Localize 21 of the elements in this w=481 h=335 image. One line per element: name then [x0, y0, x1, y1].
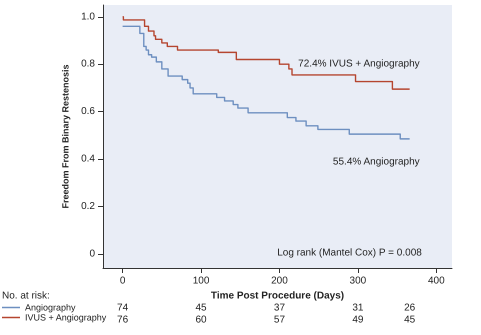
annotation: Log rank (Mantel Cox) P = 0.008 [277, 248, 422, 258]
y-tick-label: 0.8 [81, 58, 96, 70]
x-tick-label: 100 [192, 276, 210, 286]
annotation: 72.4% IVUS + Angiography [298, 58, 420, 70]
y-tick-label: 0.4 [81, 154, 96, 165]
text: No. at risk: [2, 290, 50, 302]
text: 74 45 37 31 26 [117, 302, 416, 314]
x-tick-label: 400 [428, 276, 446, 286]
y-tick-label: 0.6 [81, 106, 96, 118]
y-tick-label: 1.0 [81, 11, 96, 22]
legend-label: IVUS + Angiography [25, 312, 107, 322]
text: 76 60 57 49 45 [117, 314, 416, 326]
x-tick-label: 200 [271, 276, 288, 286]
legend-label: Angiography [25, 302, 76, 312]
x-axis-title: Time Post Procedure (Days) [210, 290, 344, 302]
x-tick-label: 0 [120, 276, 126, 286]
annotation: 55.4% Angiography [332, 156, 420, 168]
x-tick-label: 300 [350, 276, 367, 286]
y-axis-title: Freedom From Binary Restenosis [60, 64, 71, 209]
y-tick-label: 0 [89, 248, 96, 260]
y-tick-label: 0.2 [81, 200, 96, 212]
